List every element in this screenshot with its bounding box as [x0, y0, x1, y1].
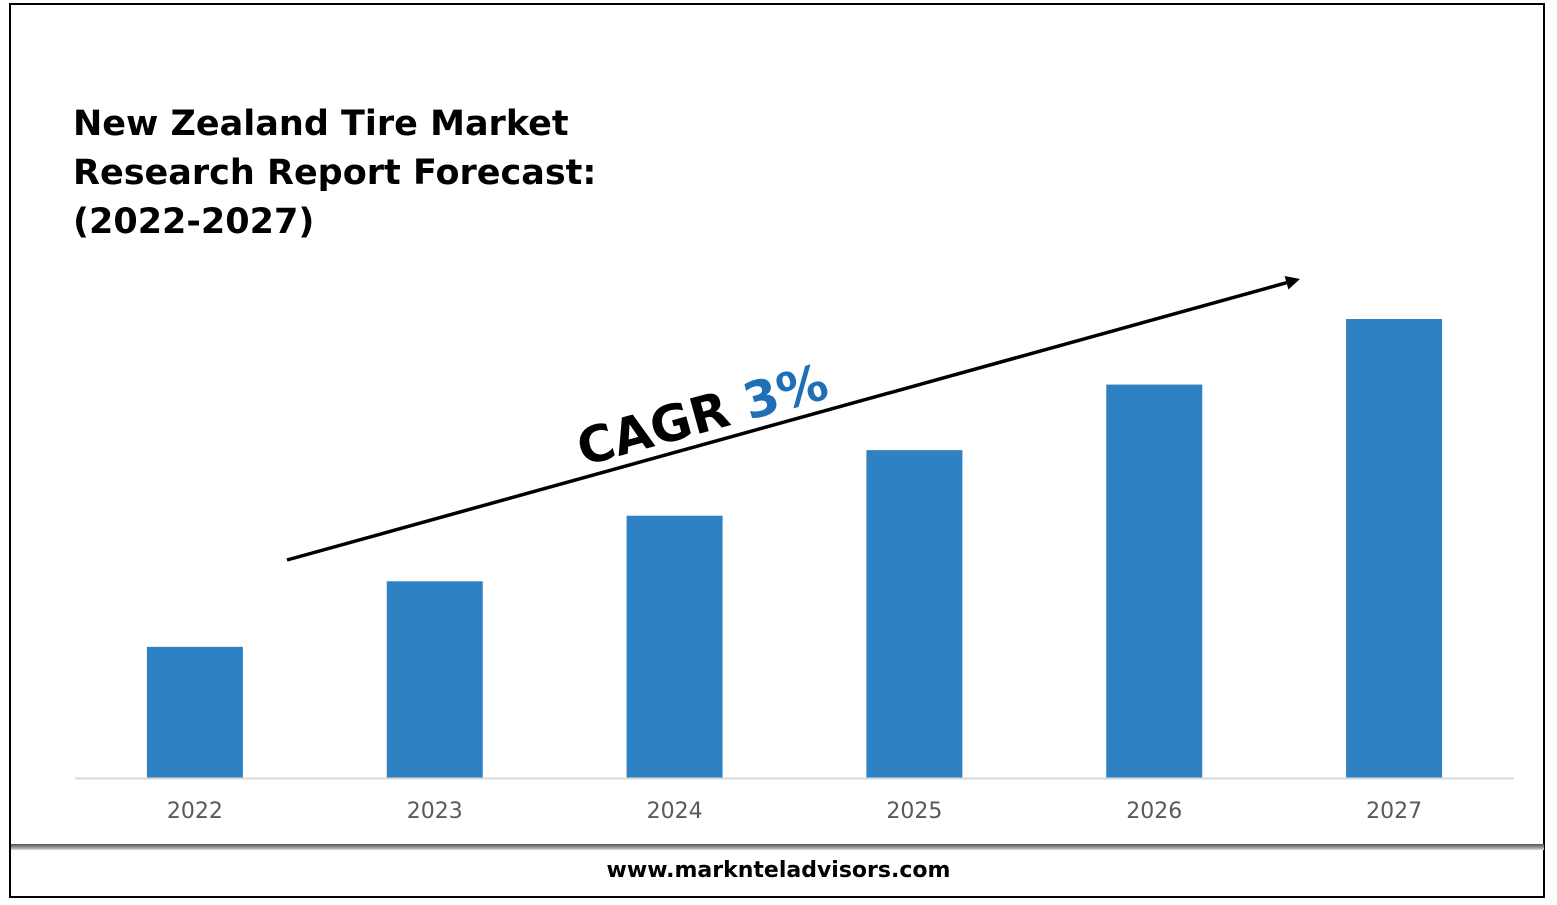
bar-2023 — [386, 581, 483, 778]
title-line-1: New Zealand Tire Market — [73, 104, 569, 144]
cagr-arrow-line — [286, 281, 1287, 562]
x-tick-label: 2026 — [1126, 799, 1182, 824]
footer-divider — [11, 844, 1544, 850]
footer-url: www.marknteladvisors.com — [606, 858, 951, 883]
cagr-value: 3% — [737, 353, 834, 432]
cagr-text: CAGR — [571, 376, 753, 478]
bar-2025 — [866, 450, 963, 778]
x-tick-labels: 2022 2023 2024 2025 2026 2027 — [167, 799, 1422, 824]
chart-title: New Zealand Tire Market Research Report … — [73, 100, 693, 247]
bar-2024 — [626, 515, 723, 778]
x-tick-label: 2024 — [647, 799, 703, 824]
bar-2022 — [146, 646, 243, 778]
x-tick-label: 2027 — [1366, 799, 1422, 824]
title-line-3: (2022-2027) — [73, 202, 315, 242]
cagr-arrow-head — [1284, 275, 1300, 290]
x-tick-label: 2023 — [407, 799, 463, 824]
bars-group — [146, 319, 1443, 778]
x-tick-label: 2025 — [886, 799, 942, 824]
title-line-2: Research Report Forecast: — [73, 153, 597, 193]
x-tick-label: 2022 — [167, 799, 223, 824]
cagr-label: CAGR 3% — [571, 353, 834, 478]
chart-frame — [9, 3, 1545, 898]
bar-2026 — [1106, 384, 1203, 778]
bar-2027 — [1346, 319, 1443, 778]
